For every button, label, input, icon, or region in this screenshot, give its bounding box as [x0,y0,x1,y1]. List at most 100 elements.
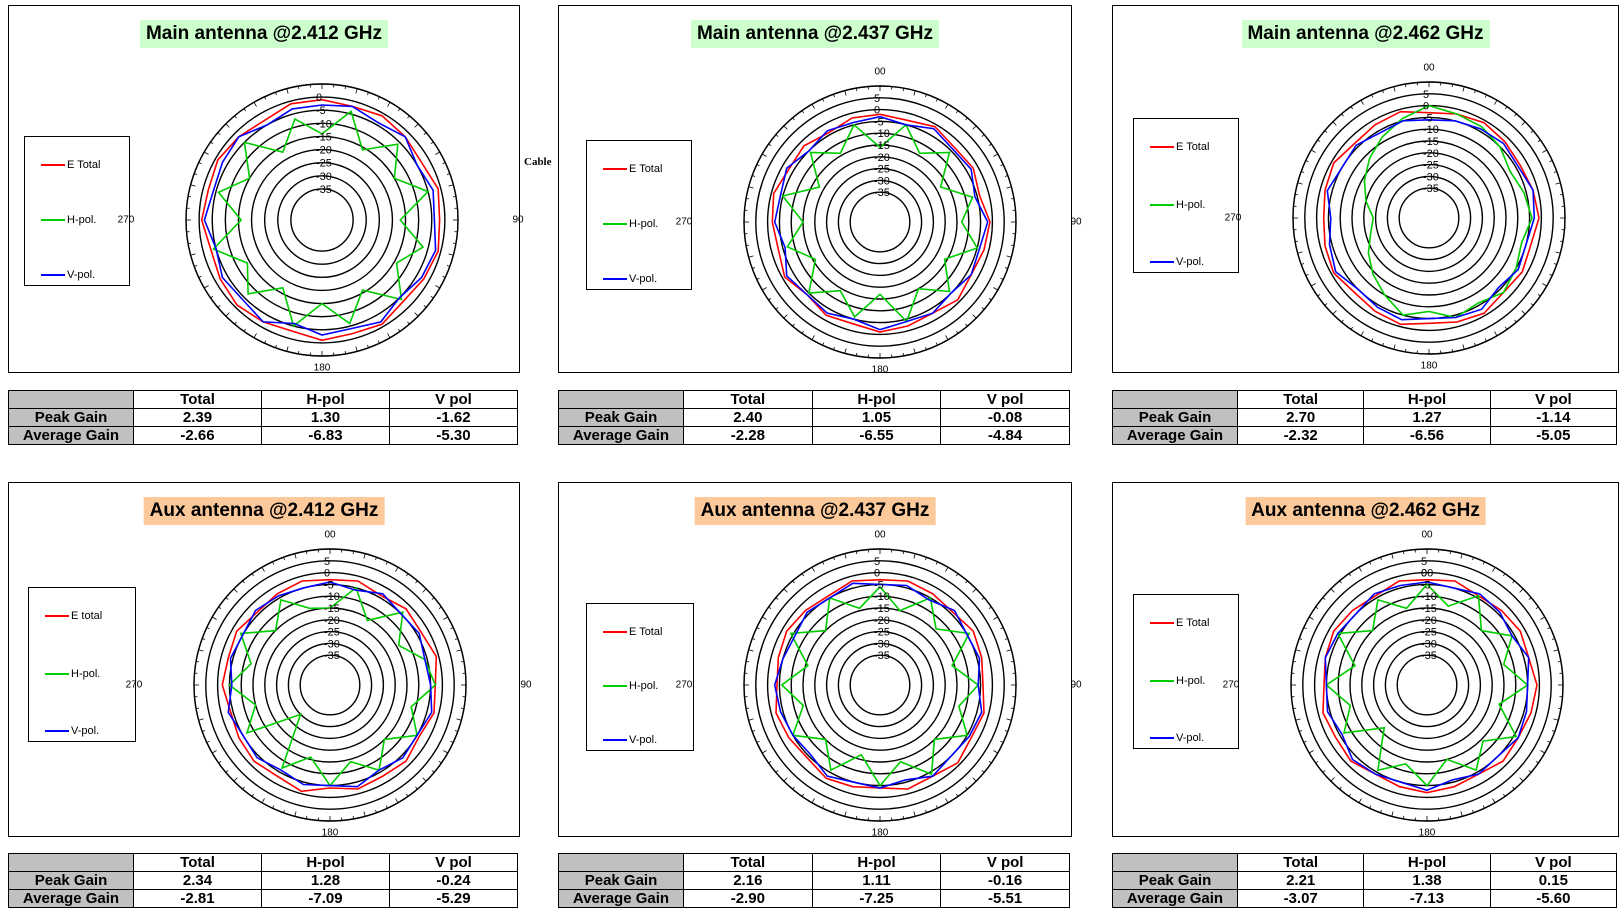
angle-tick [1462,344,1465,350]
legend-line-swatch [1150,679,1174,682]
gain-table-header-cell: H-pol [261,853,390,872]
angle-tick [811,335,815,340]
legend-label: V-pol. [1176,732,1205,744]
radial-tick-label: -15 [1423,136,1439,148]
grid-ring [264,619,396,751]
grid-ring [277,175,367,265]
legend-label: V-pol. [629,734,658,746]
angle-tick [945,567,949,572]
gain-table-header-cell: V pol [389,390,518,409]
gain-table-header-cell: V pol [1489,390,1618,409]
angle-tick [993,287,998,291]
grid-ring [743,85,1017,359]
legend-line-swatch [41,164,65,166]
gain-table-corner [1112,853,1238,872]
angle-label: 00 [874,66,886,78]
gain-table-row: Peak Gain 2.70 1.27 -1.14 [1112,408,1618,427]
angle-tick [448,184,454,187]
grid-ring [287,642,373,728]
grid-ring [1349,607,1505,763]
chart-legend: E Total H-pol. V-pol. [24,136,130,286]
radial-tick-label: -5 [316,105,326,117]
angle-tick [1297,182,1303,185]
angle-tick [972,588,977,593]
gain-table-cell: -4.84 [940,426,1070,445]
radial-tick-label: -20 [324,615,340,627]
angle-tick [198,649,204,652]
angle-tick [212,750,217,754]
radial-tick-label: -30 [1423,171,1439,183]
legend-line-swatch [603,631,627,633]
radial-tick-label: 5 [1423,89,1429,101]
gain-table-cell: 2.39 [133,408,262,427]
gain-table-header-cell: H-pol [1363,853,1491,872]
grid-ring [790,132,970,312]
gain-table-row-label: Peak Gain [8,871,134,890]
grid-ring [193,548,467,822]
radial-tick-label: -10 [316,118,332,130]
angle-tick [204,285,209,289]
radial-tick-label: -15 [874,140,890,152]
series-line [773,582,983,789]
angle-tick [945,335,949,340]
angle-tick [1462,86,1465,92]
angle-tick [993,616,998,620]
angle-tick [1521,310,1526,315]
gain-table-row-label: Average Gain [558,889,684,908]
legend-item: V-pol. [1150,732,1204,744]
angle-tick [1494,100,1498,105]
angle-tick [225,312,230,317]
grid-ring [1372,630,1482,740]
legend-label: E Total [1176,141,1210,153]
radial-tick-label: -5 [1421,579,1431,591]
series-line [221,578,438,793]
legend-label: E Total [629,163,663,175]
angle-tick [1360,100,1364,105]
polar-plot: 50-5-10-15-20-25-30-35 [743,548,1017,822]
gain-table-header-cell: H-pol [811,853,942,872]
gain-table-cell: -5.30 [389,426,518,445]
series-line [773,115,989,331]
angle-tick [1492,798,1496,803]
gain-table-cell: -0.16 [940,871,1070,890]
radial-tick-label: -30 [1421,638,1437,650]
gain-table-cell: 1.27 [1363,408,1491,427]
polar-plot: 50-5-10-15-20-25-30-35 [193,548,467,822]
grid-ring [1292,81,1566,355]
angle-label: 180 [871,364,889,376]
angle-tick [811,104,815,109]
radial-tick-label: -35 [324,650,340,662]
angle-tick [762,153,767,157]
gain-table-cell: -7.13 [1363,889,1491,908]
grid-ring [755,560,1005,810]
angle-tick [913,811,916,817]
gain-table-cell: 0.15 [1489,871,1618,890]
legend-label: H-pol. [1176,674,1206,687]
angle-tick [762,616,767,620]
grid-ring [814,156,946,288]
radial-tick-label: -5 [874,116,884,128]
grid-ring [185,83,459,357]
gain-table-cell: -5.60 [1489,889,1618,908]
legend-line-swatch [1150,737,1174,739]
legend-label: H-pol. [629,680,659,692]
radial-tick-label: -5 [1423,112,1433,124]
radial-tick-label: -10 [1421,591,1437,603]
radial-tick-label: -30 [874,638,890,650]
angle-tick [1391,811,1394,817]
legend-label: E total [71,610,103,622]
grid-ring [825,167,935,277]
gain-table-cell: -5.05 [1489,426,1618,445]
grid-ring [814,619,946,751]
angle-tick [993,750,998,754]
angle-tick [1555,251,1561,254]
gain-table-row: Average Gain -2.66 -6.83 -5.30 [8,426,518,445]
radial-tick-label: -25 [874,627,890,639]
series-line [212,110,430,328]
angle-tick [1494,331,1498,336]
angle-label: 90 [1070,679,1082,691]
radial-tick-label: -25 [316,158,332,170]
angle-label: 90 [512,214,524,226]
angle-label: 90 [1617,680,1619,691]
gain-table-header-cell: H-pol [261,390,390,409]
